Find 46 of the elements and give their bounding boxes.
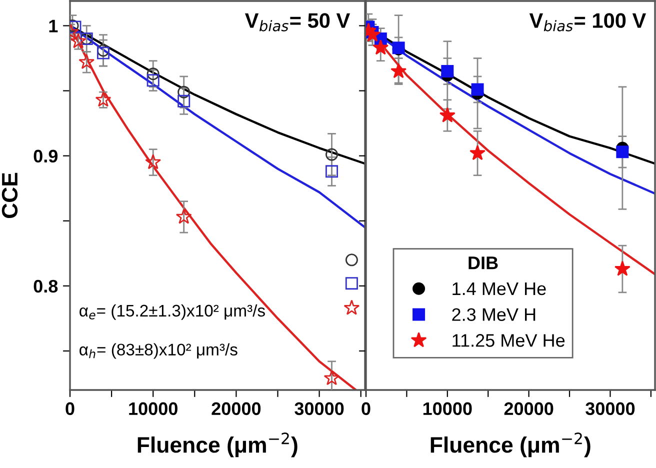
x-tick-label: 0	[66, 402, 74, 416]
y-tick-label: 1	[49, 20, 58, 32]
point	[95, 92, 112, 107]
point	[145, 154, 162, 170]
point	[470, 144, 486, 160]
point	[616, 146, 629, 158]
point	[439, 107, 456, 122]
point	[326, 165, 338, 178]
x-tick-label: 0	[362, 402, 370, 416]
y-axis-title: CCE	[2, 172, 18, 218]
legend-label: 2.3 MeV H	[452, 308, 536, 321]
annotation: α$_{h}$= (83±8)x10² μm³/s	[80, 343, 238, 359]
annotation: V$_{bias}$= 50 V	[244, 13, 350, 32]
point	[324, 370, 340, 386]
x-tick-label: 10000	[129, 402, 178, 416]
point	[344, 300, 360, 315]
point	[345, 254, 358, 266]
point	[390, 62, 407, 78]
annotation: α$_{e}$= (15.2±1.3)x10² μm³/s	[80, 304, 265, 320]
point	[178, 94, 190, 108]
point	[96, 46, 110, 60]
point	[345, 277, 358, 290]
point	[96, 44, 110, 57]
point	[471, 83, 484, 96]
legend-label: 1.4 MeV He	[452, 282, 546, 296]
x-tick-label: 10000	[423, 402, 472, 416]
x-axis-title: Fluence (μm$^{−2}$)	[138, 432, 298, 458]
point	[176, 208, 192, 224]
point	[178, 86, 190, 98]
point	[614, 260, 630, 276]
x-tick-label: 30000	[586, 402, 635, 416]
x-tick-label: 20000	[212, 402, 261, 416]
point	[441, 65, 454, 78]
point	[146, 74, 160, 87]
point	[146, 68, 160, 80]
x-tick-label: 20000	[504, 402, 554, 416]
annotation: V$_{bias}$= 100 V	[529, 13, 646, 32]
legend-label: 11.25 MeV He	[452, 334, 565, 347]
point	[326, 148, 338, 161]
point	[78, 54, 95, 70]
y-tick-label: 0.9	[34, 150, 58, 163]
x-axis-title: Fluence (μm$^{−2}$)	[430, 432, 590, 458]
legend-title: DIB	[468, 256, 498, 270]
x-tick-label: 30000	[294, 402, 344, 416]
y-tick-label: 0.8	[34, 280, 58, 293]
point	[372, 40, 389, 55]
